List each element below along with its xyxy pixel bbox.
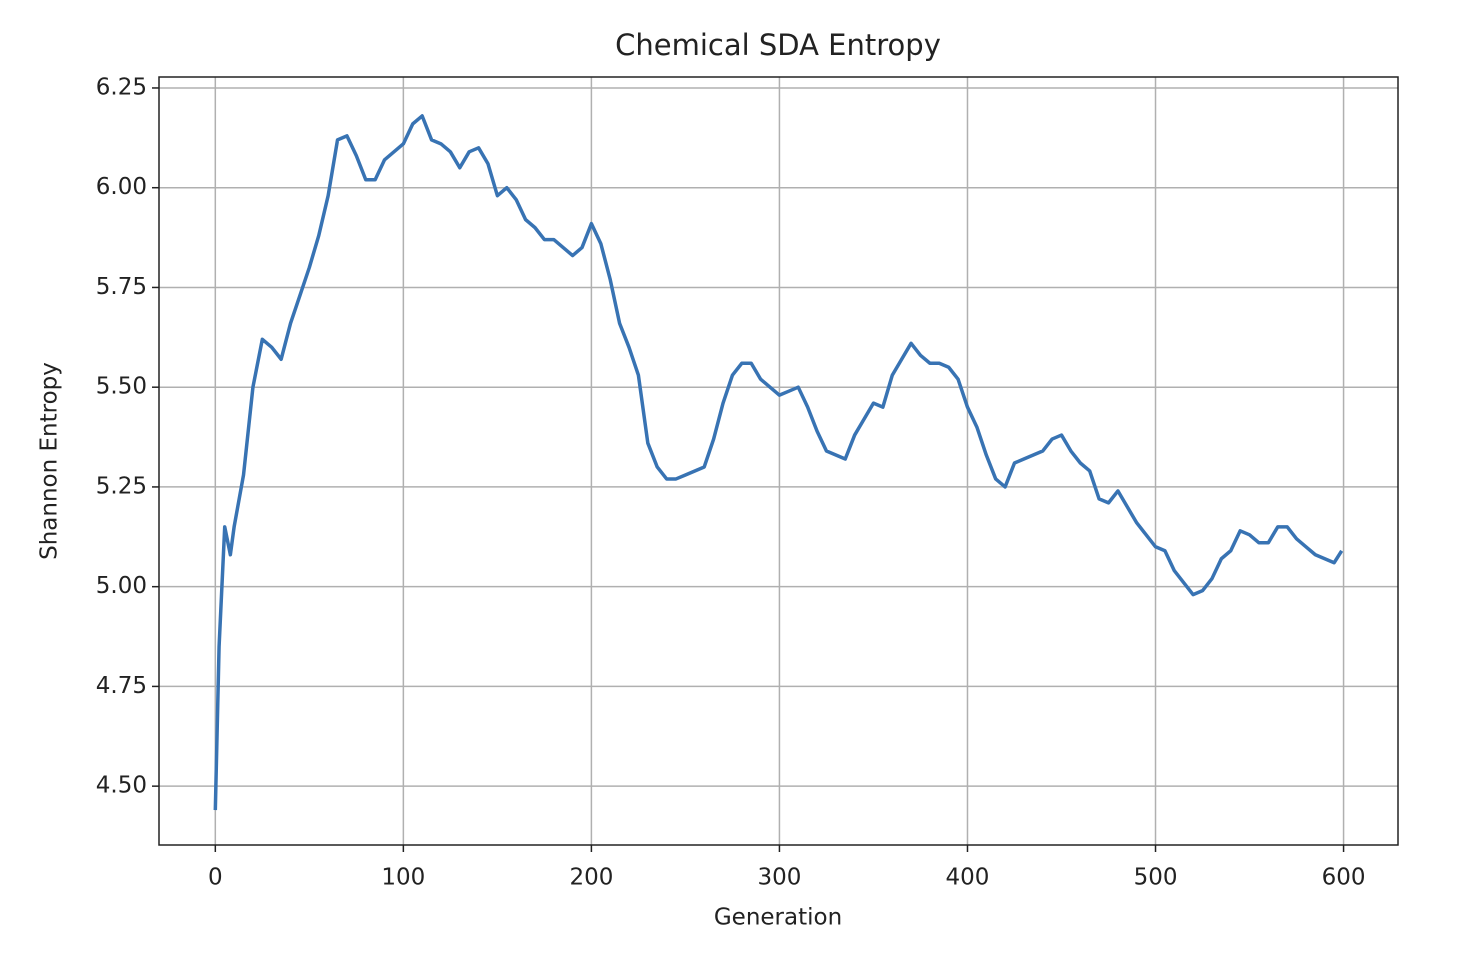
- x-tick-label: 100: [381, 865, 425, 891]
- plot-frame: [158, 76, 1399, 846]
- chart-title: Chemical SDA Entropy: [615, 28, 941, 62]
- y-tick-label: 4.75: [96, 673, 147, 699]
- y-tick-label: 6.00: [96, 174, 147, 200]
- data-line: [213, 114, 1344, 811]
- y-tick-label: 5.50: [96, 374, 147, 400]
- y-axis-label: Shannon Entropy: [37, 362, 63, 560]
- y-tick-label: 5.75: [96, 274, 147, 300]
- x-tick-label: 500: [1134, 865, 1178, 891]
- y-tick-label: 5.00: [96, 573, 147, 599]
- y-tick-label: 5.25: [96, 473, 147, 499]
- y-tick-label: 4.50: [96, 773, 147, 799]
- x-tick-label: 200: [569, 865, 613, 891]
- y-tick-label: 6.25: [96, 74, 147, 100]
- x-tick-label: 300: [757, 865, 801, 891]
- x-axis-label: Generation: [714, 905, 842, 931]
- x-tick-label: 400: [946, 865, 990, 891]
- x-tick-label: 600: [1322, 865, 1366, 891]
- x-tick-label: 0: [208, 865, 223, 891]
